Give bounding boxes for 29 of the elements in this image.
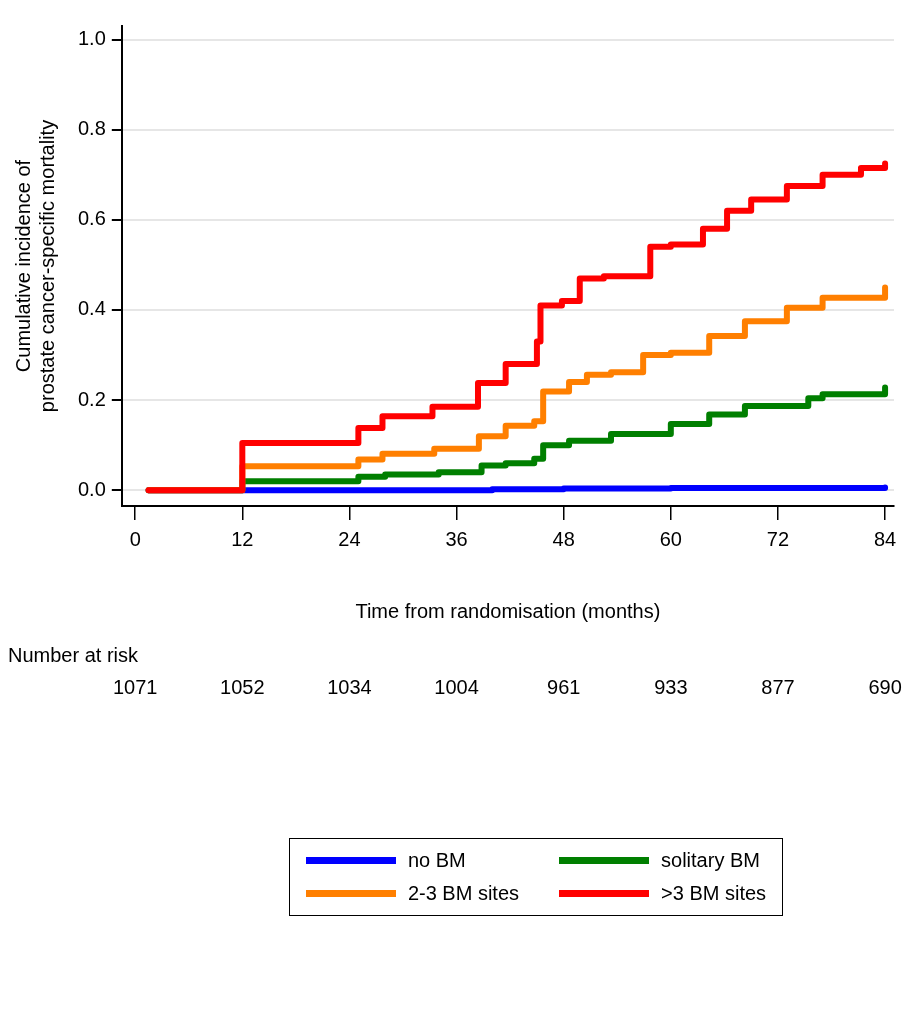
x-tick-label: 12 — [231, 527, 254, 550]
y-axis-title: Cumulative incidence of prostate cancer-specific mortality — [11, 119, 58, 413]
y-tick-label: 0.2 — [77, 387, 106, 410]
text: Number at risk — [8, 643, 140, 666]
text: 690 — [868, 675, 902, 698]
y-tick-label: 0.6 — [77, 207, 106, 230]
x-tick-label: 24 — [338, 527, 361, 550]
x-tick-label: 72 — [766, 527, 790, 550]
legend-label: no BM — [407, 849, 466, 872]
y-tick-label: 0.8 — [77, 117, 106, 140]
x-tick-label: 48 — [552, 527, 575, 550]
y-tick-label: 0.0 — [77, 477, 106, 500]
text: 933 — [654, 675, 688, 698]
y-tick-label: 0.4 — [77, 297, 106, 320]
legend-label: 2-3 BM sites — [407, 882, 520, 905]
text: 1052 — [220, 675, 265, 698]
text: 1071 — [112, 675, 158, 698]
text: 877 — [761, 675, 795, 698]
x-tick-label: 60 — [659, 527, 682, 550]
y-tick-label: 1.0 — [77, 27, 106, 50]
x-tick-label: 84 — [873, 527, 897, 550]
x-tick-label: 36 — [445, 527, 468, 550]
x-axis-title: Time from randomisation (months) — [355, 599, 661, 622]
legend-label: >3 BM sites — [661, 882, 767, 905]
legend-label: solitary BM — [661, 849, 760, 872]
text: 1004 — [434, 675, 479, 698]
text: 961 — [547, 675, 581, 698]
text: 1034 — [327, 675, 372, 698]
x-tick-label: 0 — [129, 527, 141, 550]
